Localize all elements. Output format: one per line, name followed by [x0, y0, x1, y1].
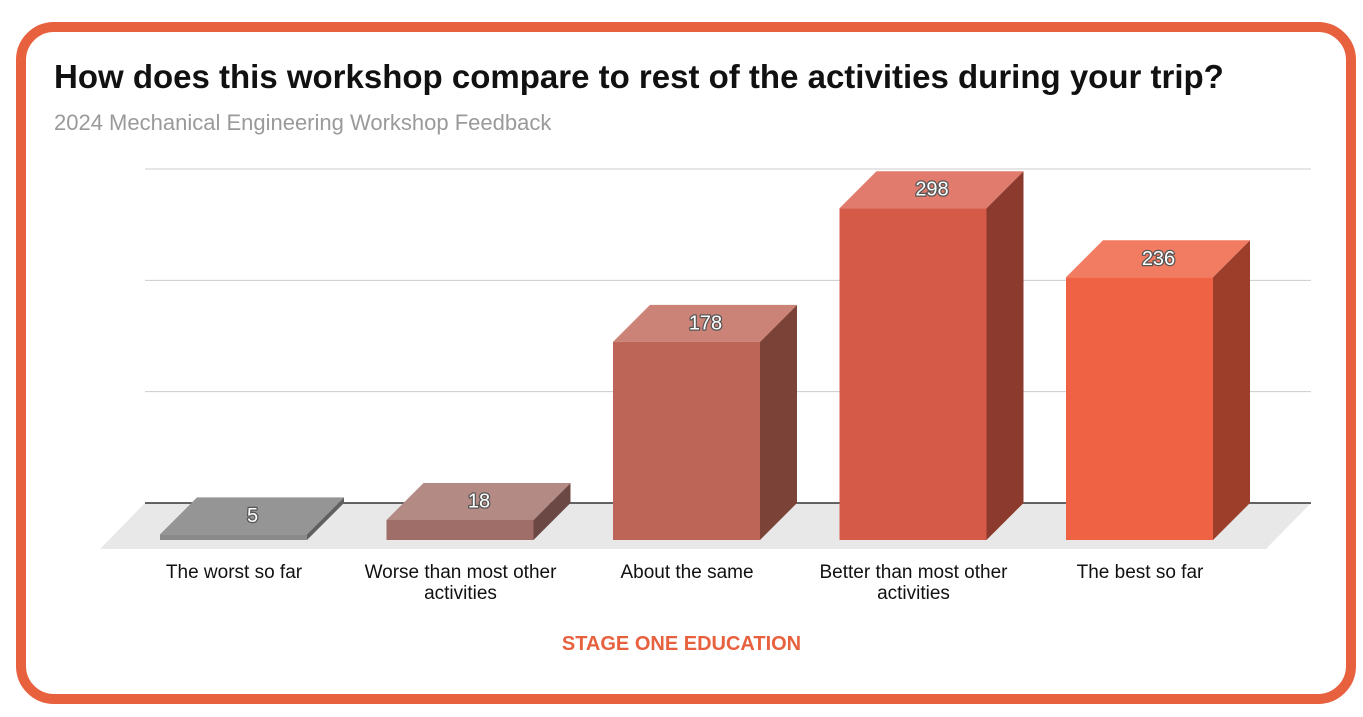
category-label: The best so far — [1077, 562, 1204, 583]
bar-top — [839, 171, 1024, 209]
bar-side — [1213, 240, 1250, 540]
chart-title: How does this workshop compare to rest o… — [54, 58, 1224, 95]
data-label: 298 — [915, 179, 948, 201]
chart-subtitle: 2024 Mechanical Engineering Workshop Fee… — [54, 110, 552, 135]
bar-top — [1066, 240, 1250, 278]
data-label: 18 — [468, 490, 490, 512]
data-label: 178 — [689, 312, 722, 334]
bar-side — [986, 171, 1024, 540]
category-label: About the same — [620, 562, 753, 583]
bar-front — [160, 534, 307, 540]
bar-side — [533, 482, 571, 540]
category-label: activities — [424, 583, 497, 604]
bar-side — [760, 304, 797, 540]
bar-front — [386, 519, 534, 540]
bar-top — [613, 304, 797, 342]
category-label: Worse than most other — [365, 562, 558, 583]
data-label: 236 — [1142, 248, 1175, 270]
bar-top — [160, 497, 344, 535]
category-label: Better than most other — [820, 562, 1009, 583]
category-label: The worst so far — [166, 562, 303, 583]
bar-front — [613, 341, 760, 540]
bar-front — [1066, 277, 1213, 540]
data-label: 5 — [247, 505, 258, 527]
footer-brand: STAGE ONE EDUCATION — [561, 633, 802, 655]
bar-front — [839, 208, 987, 540]
category-label: activities — [877, 583, 950, 604]
bar-side — [307, 497, 344, 540]
bar-top — [386, 482, 571, 520]
